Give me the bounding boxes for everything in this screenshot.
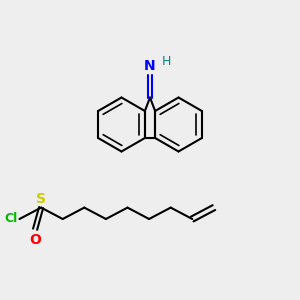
Text: O: O: [29, 233, 41, 247]
Text: H: H: [161, 56, 171, 68]
Text: N: N: [144, 58, 156, 73]
Text: Cl: Cl: [5, 212, 18, 226]
Text: S: S: [36, 192, 46, 206]
